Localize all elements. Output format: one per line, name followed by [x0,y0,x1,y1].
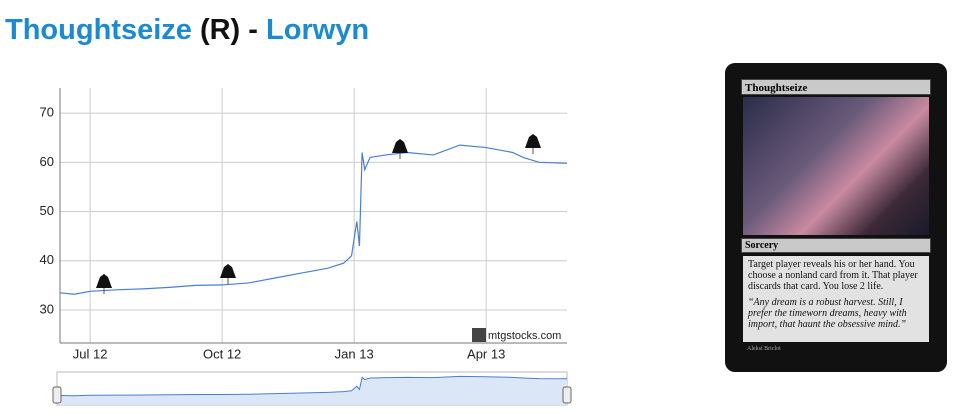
x-tick-label: Oct 12 [203,346,241,361]
page-title: Thoughtseize (R) - Lorwyn [5,14,369,47]
x-tick-label: Jan 13 [335,346,374,361]
x-tick-label: Jul 12 [73,346,108,361]
event-icon [525,134,541,148]
watermark: mtgstocks.com [488,330,561,342]
x-tick-label: Apr 13 [467,346,505,361]
y-tick-label: 30 [40,301,54,316]
card-textbox: Target player reveals his or her hand. Y… [743,256,929,342]
card-flavor: “Any dream is a robust harvest. Still, I… [748,297,907,330]
event-icon [96,274,112,288]
navigator-line [59,375,568,397]
card-title: Thoughtseize [741,79,931,95]
card-name[interactable]: Thoughtseize [5,14,192,46]
y-tick-label: 50 [40,203,54,218]
watermark-logo [472,328,486,342]
card-artist: Aleksi Briclot [747,346,781,352]
event-icon [220,264,236,278]
navigator-area [60,376,567,405]
navigator-handle[interactable] [52,386,62,404]
card-rules: Target player reveals his or her hand. Y… [748,259,918,292]
set-name[interactable]: Lorwyn [266,14,370,46]
event-icon [392,139,408,153]
chart: 30 40 50 60 70 Jul 12 Oct 12 Jan 13 Apr 13 mtgsto… [40,88,572,406]
y-tick-label: 70 [40,105,54,120]
y-tick-label: 60 [40,154,54,169]
separator: - [248,14,258,46]
rarity: (R) [199,14,241,46]
navigator-handle[interactable] [562,386,572,404]
card-type: Sorcery [741,238,931,253]
price-line [59,144,568,295]
y-tick-label: 40 [40,252,54,267]
card-image: Thoughtseize Sorcery Target player revea… [725,63,947,372]
card-art [743,97,929,235]
